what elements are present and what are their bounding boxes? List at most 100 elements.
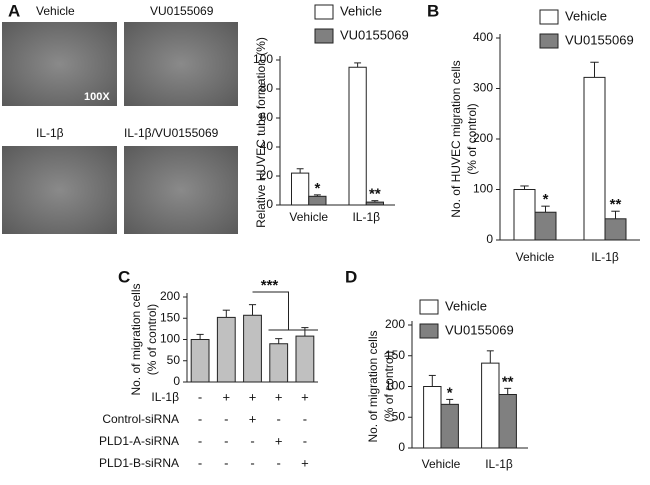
condition-sign: - xyxy=(303,433,307,448)
micrograph xyxy=(2,146,117,234)
bar xyxy=(481,362,500,449)
y-axis-label: No. of migration cells xyxy=(129,283,143,395)
bar xyxy=(243,314,262,383)
y-axis-label: No. of migration cells xyxy=(366,330,380,442)
y-tick-label: 150 xyxy=(160,310,180,324)
micrograph xyxy=(124,22,238,106)
magnification: 100X xyxy=(84,91,110,103)
x-tick-label: IL-1β xyxy=(352,210,380,224)
legend-label: VU0155069 xyxy=(445,322,514,337)
y-tick-label: 200 xyxy=(473,131,493,145)
condition-sign: + xyxy=(223,389,231,404)
legend-label: Vehicle xyxy=(565,8,607,23)
y-axis-label: (% of control) xyxy=(382,351,396,422)
x-tick-label: Vehicle xyxy=(289,210,328,224)
significance: * xyxy=(314,180,320,197)
y-tick-label: 80 xyxy=(260,81,274,95)
significance: ** xyxy=(502,373,514,390)
y-tick-label: 0 xyxy=(266,197,273,211)
bar xyxy=(308,195,327,206)
panel-label: D xyxy=(345,267,357,286)
y-axis-label: (% of control) xyxy=(145,304,159,375)
panel-label: C xyxy=(118,267,130,286)
image-label: Vehicle xyxy=(36,4,75,18)
condition-sign: + xyxy=(301,455,309,470)
bar xyxy=(604,218,627,241)
y-tick-label: 200 xyxy=(160,289,180,303)
bracket xyxy=(252,291,318,331)
legend-swatch xyxy=(419,299,439,315)
condition-sign: + xyxy=(275,433,283,448)
bar xyxy=(365,201,384,206)
bar xyxy=(534,211,557,241)
bar xyxy=(440,403,459,449)
y-tick-label: 300 xyxy=(473,81,493,95)
panel-label: B xyxy=(427,1,439,20)
bar xyxy=(348,66,367,206)
y-axis-label: (% of control) xyxy=(465,103,479,174)
significance: * xyxy=(447,384,453,401)
condition-sign: - xyxy=(250,433,254,448)
y-tick-label: 40 xyxy=(260,139,274,153)
micrograph xyxy=(124,146,238,234)
bar xyxy=(216,316,236,383)
y-tick-label: 100 xyxy=(385,379,405,393)
bar xyxy=(291,172,310,206)
condition-sign: - xyxy=(198,389,202,404)
legend-swatch xyxy=(314,28,334,44)
y-tick-label: 100 xyxy=(473,182,493,196)
y-tick-label: 0 xyxy=(486,232,493,246)
panel-label: A xyxy=(8,1,20,20)
y-tick-label: 50 xyxy=(167,353,181,367)
y-tick-label: 0 xyxy=(398,440,405,454)
bar xyxy=(423,386,442,449)
bar xyxy=(513,189,536,241)
legend-label: VU0155069 xyxy=(565,32,634,47)
condition-sign: - xyxy=(303,411,307,426)
image-label: IL-1β xyxy=(36,126,64,140)
legend-label: VU0155069 xyxy=(340,27,409,42)
condition-sign: + xyxy=(249,411,257,426)
bar xyxy=(295,335,315,383)
condition-sign: - xyxy=(198,455,202,470)
y-tick-label: 100 xyxy=(253,52,273,66)
y-axis-label: Relative HUVEC tube formation (%) xyxy=(254,37,268,228)
significance: ** xyxy=(610,196,622,213)
condition-label: PLD1-B-siRNA xyxy=(99,456,179,470)
condition-sign: - xyxy=(224,455,228,470)
x-tick-label: Vehicle xyxy=(516,250,555,264)
x-tick-label: Vehicle xyxy=(422,457,461,471)
legend-label: Vehicle xyxy=(340,3,382,18)
bar xyxy=(583,76,606,241)
legend-swatch xyxy=(539,9,559,25)
bar xyxy=(190,339,210,383)
significance: ** xyxy=(369,186,381,203)
x-tick-label: IL-1β xyxy=(591,250,619,264)
x-tick-label: IL-1β xyxy=(485,457,513,471)
condition-label: PLD1-A-siRNA xyxy=(99,434,179,448)
y-axis-label: No. of HUVEC migration cells xyxy=(449,60,463,217)
bar xyxy=(498,393,517,449)
condition-sign: + xyxy=(301,389,309,404)
y-tick-label: 0 xyxy=(173,374,180,388)
condition-sign: - xyxy=(198,411,202,426)
significance: * xyxy=(543,191,549,208)
condition-sign: - xyxy=(277,455,281,470)
bar xyxy=(269,343,289,383)
image-label: IL-1β/VU0155069 xyxy=(124,126,219,140)
condition-label: Control-siRNA xyxy=(102,412,179,426)
condition-sign: + xyxy=(275,389,283,404)
condition-label: IL-1β xyxy=(151,390,179,404)
legend-label: Vehicle xyxy=(445,298,487,313)
legend-swatch xyxy=(419,323,439,339)
legend-swatch xyxy=(539,33,559,49)
y-tick-label: 50 xyxy=(392,409,406,423)
y-tick-label: 100 xyxy=(160,332,180,346)
legend-swatch xyxy=(314,4,334,20)
y-tick-label: 60 xyxy=(260,110,274,124)
condition-sign: + xyxy=(249,389,257,404)
y-tick-label: 150 xyxy=(385,348,405,362)
micrograph xyxy=(2,22,117,106)
bracket-label: *** xyxy=(261,277,279,294)
